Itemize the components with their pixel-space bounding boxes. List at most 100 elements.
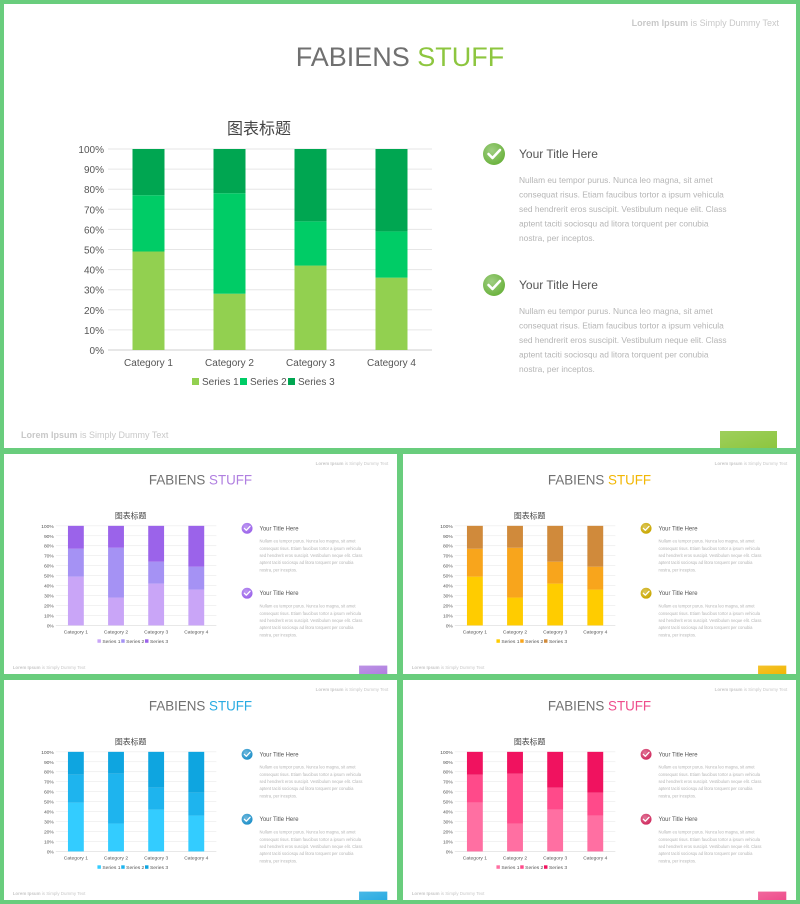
item-body-line: Nullam eu tempor purus. Nunca leo magna,…: [259, 539, 356, 544]
bar-1-series-3[interactable]: [132, 149, 165, 196]
legend-swatch: [288, 378, 295, 385]
bar-3-series-1[interactable]: [547, 809, 564, 852]
bar-1-series-2[interactable]: [132, 195, 165, 252]
chart-title: 图表标题: [115, 510, 147, 520]
bar-4-series-3[interactable]: [587, 525, 604, 567]
bar-1-series-2[interactable]: [466, 548, 483, 577]
slide-pink[interactable]: Lorem Ipsum is Simply Dummy Text FABIENS …: [403, 680, 796, 900]
item-body-line: aptent taciti sociosqu ad litora torquen…: [658, 851, 753, 856]
bar-3-series-3[interactable]: [547, 525, 564, 562]
bar-1-series-3[interactable]: [466, 751, 483, 775]
bar-4-series-3[interactable]: [587, 751, 604, 793]
bar-2-series-2[interactable]: [108, 547, 124, 598]
bar-2-series-3[interactable]: [108, 751, 124, 774]
bar-1-series-1[interactable]: [67, 576, 84, 626]
bar-4-series-3[interactable]: [188, 751, 205, 793]
bar-1-series-1[interactable]: [466, 576, 483, 626]
bar-4-series-2[interactable]: [375, 231, 408, 278]
lorem-top-brand: Lorem Ipsum: [715, 461, 743, 466]
bar-1-series-2[interactable]: [67, 774, 84, 803]
bar-2-series-1[interactable]: [108, 823, 124, 852]
bar-4-series-1[interactable]: [375, 277, 408, 350]
check-mark: [642, 590, 650, 596]
bar-4-series-1[interactable]: [188, 815, 205, 852]
bar-3-series-3[interactable]: [148, 525, 165, 562]
item-body-line: consequat risus. Etiam faucibus tortor a…: [519, 190, 724, 200]
page-title: FABIENS STUFF: [548, 699, 651, 714]
bar-3-series-2[interactable]: [547, 787, 564, 810]
check-circle: [241, 587, 253, 599]
check-mark: [642, 816, 650, 822]
item-body-line: consequat risus. Etiam faucibus tortor a…: [259, 546, 361, 551]
check-mark: [487, 148, 502, 160]
bar-1-series-1[interactable]: [466, 802, 483, 852]
check-circle: [483, 143, 505, 165]
bar-4-series-2[interactable]: [587, 566, 604, 590]
bar-2-series-2[interactable]: [213, 193, 246, 294]
item-body-line: nostra, per inceptos.: [658, 567, 696, 572]
check-circle-icon: [241, 813, 253, 825]
bar-2-series-1[interactable]: [507, 823, 523, 852]
bar-3-series-1[interactable]: [148, 809, 165, 852]
bar-4-series-2[interactable]: [188, 566, 205, 590]
bar-2-series-3[interactable]: [507, 525, 523, 548]
y-tick-label: 100%: [440, 750, 453, 756]
check-mark: [642, 751, 650, 757]
item-body-line: sed hendrerit eros suscipit. Vestibulum …: [658, 779, 761, 784]
lorem-top: Lorem Ipsum is Simply Dummy Text: [715, 461, 788, 466]
bar-3-series-2[interactable]: [148, 561, 165, 584]
bar-2-series-3[interactable]: [507, 751, 523, 774]
bar-1-series-1[interactable]: [132, 251, 165, 350]
item-body-line: aptent taciti sociosqu ad litora torquen…: [259, 851, 354, 856]
bar-3-series-1[interactable]: [547, 583, 564, 626]
bar-4-series-1[interactable]: [587, 815, 604, 852]
bar-1-series-1[interactable]: [67, 802, 84, 852]
bar-3-series-2[interactable]: [148, 787, 165, 810]
y-tick-label: 100%: [78, 145, 104, 156]
bar-4-series-3[interactable]: [375, 149, 408, 232]
bar-3-series-3[interactable]: [148, 751, 165, 788]
item-body-line: sed hendrerit eros suscipit. Vestibulum …: [259, 779, 362, 784]
bar-4-series-2[interactable]: [188, 792, 205, 816]
bar-2-series-1[interactable]: [213, 293, 246, 350]
legend-swatch: [496, 639, 500, 643]
bar-2-series-1[interactable]: [507, 597, 523, 626]
y-tick-label: 90%: [44, 760, 54, 766]
bar-3-series-3[interactable]: [294, 149, 327, 222]
bar-3-series-2[interactable]: [294, 221, 327, 266]
slide-orange[interactable]: Lorem Ipsum is Simply Dummy Text FABIENS …: [403, 454, 796, 674]
bar-2-series-2[interactable]: [507, 773, 523, 824]
bar-2-series-2[interactable]: [108, 773, 124, 824]
slide-purple[interactable]: Lorem Ipsum is Simply Dummy Text FABIENS …: [4, 454, 397, 674]
legend-swatch: [192, 378, 199, 385]
slide-blue[interactable]: Lorem Ipsum is Simply Dummy Text FABIENS …: [4, 680, 397, 900]
bar-1-series-3[interactable]: [67, 525, 84, 549]
check-mark: [243, 525, 251, 531]
legend-label: Series 2: [126, 865, 144, 871]
bar-3-series-3[interactable]: [547, 751, 564, 788]
bar-4-series-2[interactable]: [587, 792, 604, 816]
bar-3-series-2[interactable]: [547, 561, 564, 584]
y-tick-label: 90%: [44, 534, 54, 540]
bar-2-series-1[interactable]: [108, 597, 124, 626]
item-body-line: consequat risus. Etiam faucibus tortor a…: [658, 546, 760, 551]
slide-green[interactable]: Lorem Ipsum is Simply Dummy Text FABIENS …: [4, 4, 796, 448]
bar-1-series-2[interactable]: [67, 548, 84, 577]
info-item-1: Your Title Here Nullam eu tempor purus. N…: [241, 748, 363, 798]
item-body-line: sed hendrerit eros suscipit. Vestibulum …: [519, 335, 727, 345]
bar-1-series-3[interactable]: [466, 525, 483, 549]
legend-label: Series 3: [549, 639, 567, 645]
item-title: Your Title Here: [519, 147, 598, 161]
bar-1-series-3[interactable]: [67, 751, 84, 775]
bar-3-series-1[interactable]: [148, 583, 165, 626]
y-tick-label: 90%: [443, 760, 453, 766]
bar-4-series-1[interactable]: [587, 589, 604, 626]
bar-1-series-2[interactable]: [466, 774, 483, 803]
bar-3-series-1[interactable]: [294, 265, 327, 350]
y-tick-label: 20%: [44, 830, 54, 836]
bar-2-series-3[interactable]: [108, 525, 124, 548]
bar-4-series-3[interactable]: [188, 525, 205, 567]
bar-2-series-2[interactable]: [507, 547, 523, 598]
bar-2-series-3[interactable]: [213, 149, 246, 194]
bar-4-series-1[interactable]: [188, 589, 205, 626]
